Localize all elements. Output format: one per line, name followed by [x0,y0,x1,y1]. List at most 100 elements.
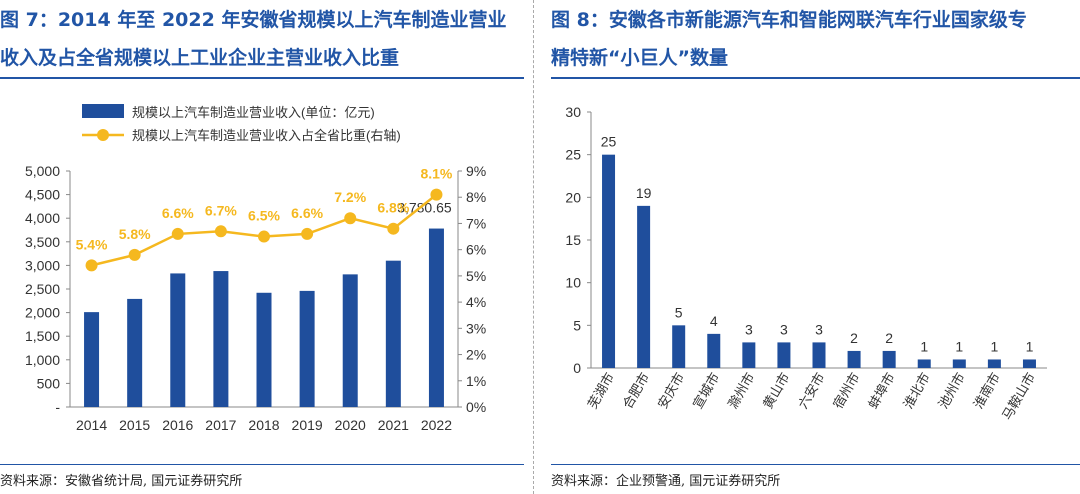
x-tick-label: 2017 [205,417,236,433]
line-point [128,248,141,261]
bar [170,273,186,407]
bar-value-label: 3 [780,321,788,337]
x-tick-label: 2016 [162,417,193,433]
line-point [430,188,443,201]
x-tick-label: 黄山市 [760,370,792,411]
y-right-tick-label: 8% [466,189,486,205]
line-value-label: 6.5% [248,208,280,224]
x-tick-label: 马鞍山市 [999,370,1038,423]
y-right-tick-label: 3% [466,320,486,336]
x-tick-label: 2020 [335,417,366,433]
x-tick-label: 六安市 [795,370,827,411]
line-point [387,222,400,235]
x-tick-label: 宿州市 [830,370,862,411]
y-right-tick-label: 9% [466,163,486,179]
bar-value-label: 4 [710,313,718,329]
y-right-tick-label: 0% [466,399,486,415]
y-tick-label: 5 [573,317,581,333]
line-value-label: 8.1% [420,166,452,182]
y-left-tick-label: 1,000 [25,352,60,368]
left-chart: - 500 1,000 1,500 2,000 2,500 3,000 3,500 4,000 4… [25,104,486,433]
line-point [171,227,184,240]
legend-bar-label: 规模以上汽车制造业营业收入(单位：亿元) [132,105,375,120]
right-chart: 0 5 10 15 20 25 30 25 19 5 4 3 3 3 2 2 1 1 1 1 芜湖市 合肥市 安庆市 宣城市滁… [565,104,1047,423]
bar-value-label: 1 [990,338,998,354]
line-point [85,259,98,272]
line-value-label: 6.8% [377,200,409,216]
bar-value-label: 2 [850,330,858,346]
bar [637,205,651,368]
y-tick-label: 30 [565,104,581,120]
x-tick-label: 蚌埠市 [865,370,897,411]
right-title-line1: 图 8：安徽各市新能源汽车和智能网联汽车行业国家级专 [551,9,1027,31]
left-title-rule [0,77,524,79]
x-tick-label: 2015 [119,417,150,433]
x-tick-label: 2018 [248,417,279,433]
bar [84,312,100,407]
bar [812,342,826,368]
bar [213,271,229,407]
x-tick-label: 池州市 [935,370,967,411]
y-right-tick-label: 6% [466,242,486,258]
bar-value-label: 25 [601,134,617,150]
left-source-note: 资料来源：安徽省统计局, 国元证券研究所 [0,474,243,489]
right-footer-rule [551,464,1080,465]
left-footer-rule [0,464,524,465]
line-point [258,230,270,243]
bar [127,298,143,407]
bar [1022,359,1036,368]
right-title-line2: 精特新“小巨人”数量 [551,47,728,69]
x-tick-label: 宣城市 [690,370,722,411]
line-value-label: 6.6% [291,205,323,221]
left-title-line1: 图 7：2014 年至 2022 年安徽省规模以上汽车制造业营业 [0,9,507,31]
bar-value-label: 1 [955,338,963,354]
y-left-tick-label: 1,500 [25,328,60,344]
line-value-label: 6.7% [205,202,237,218]
bar-value-label: 1 [920,338,928,354]
line-point [344,212,357,225]
bar-value-label: 2 [885,330,893,346]
legend-line-marker [97,129,109,141]
y-right-tick-label: 1% [466,373,486,389]
legend-line-label: 规模以上汽车制造业营业收入占全省比重(右轴) [132,128,401,143]
bar-value-label: 3 [745,321,753,337]
y-tick-label: 0 [573,360,581,376]
bar [602,154,616,368]
bar-value-label: 3,780.65 [397,200,452,216]
y-right-tick-label: 2% [466,347,486,363]
bar [672,325,686,368]
x-tick-label: 滁州市 [725,370,757,411]
bar [917,359,931,368]
line-value-label: 5.8% [119,226,151,242]
x-tick-label: 淮北市 [900,370,932,411]
panel-separator [533,0,534,494]
y-left-tick-label: 4,500 [25,187,60,203]
bar-value-label: 3 [815,321,823,337]
bar [385,260,401,407]
y-left-tick-label: 2,000 [25,305,60,321]
x-tick-label: 芜湖市 [585,370,617,411]
line-value-label: 7.2% [334,189,366,205]
line-point [214,225,227,238]
left-title-line2: 收入及占全省规模以上工业企业主营业收入比重 [0,47,400,69]
x-tick-label: 安庆市 [655,370,687,411]
bar-value-label: 1 [1026,338,1034,354]
y-left-tick-label: 2,500 [25,281,60,297]
line-value-label: 6.6% [162,205,194,221]
right-source-note: 资料来源：企业预警通, 国元证券研究所 [551,474,781,489]
bar [342,274,358,407]
x-tick-label: 2019 [292,417,323,433]
y-left-tick-label: 500 [37,375,61,391]
bar [428,228,444,407]
bar [847,350,861,368]
y-right-tick-label: 7% [466,215,486,231]
y-tick-label: 20 [565,189,581,205]
bar [256,292,272,407]
x-tick-label: 淮南市 [970,370,1002,411]
y-left-tick-label: 5,000 [25,163,60,179]
bar [299,290,315,407]
line-value-label: 5.4% [76,236,108,252]
bar [707,333,721,368]
y-tick-label: 15 [565,232,581,248]
line-point [301,227,314,240]
